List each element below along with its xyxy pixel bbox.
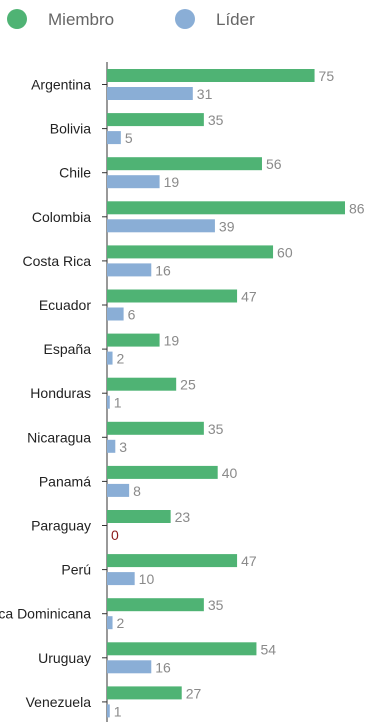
bar-lider-peru (107, 572, 135, 586)
category-label-colombia: Colombia (32, 209, 91, 225)
category-label-paraguay: Paraguay (31, 518, 91, 534)
bar-lider-honduras (107, 395, 110, 409)
category-label-peru: Perú (61, 562, 91, 578)
bar-miembro-nicaragua (107, 421, 204, 435)
bar-lider-argentina (107, 87, 193, 100)
value-label-miembro-colombia: 86 (349, 200, 365, 216)
bar-miembro-venezuela (107, 686, 182, 700)
value-label-lider-bolivia: 5 (125, 130, 133, 146)
bar-miembro-peru (107, 554, 238, 568)
bar-lider-ecuador (107, 307, 124, 321)
bar-miembro-chile (107, 157, 262, 171)
legend-marker-miembro (7, 9, 27, 29)
bar-miembro-costa-rica (107, 245, 274, 259)
value-label-lider-argentina: 31 (197, 86, 213, 102)
bar-miembro-paraguay (107, 510, 171, 523)
category-label-panama: Panamá (39, 473, 91, 489)
bar-lider-republica-dominicana (107, 616, 113, 630)
bar-miembro-colombia (107, 201, 345, 215)
value-label-lider-uruguay: 16 (155, 659, 171, 675)
value-label-lider-ecuador: 6 (128, 307, 136, 323)
value-label-lider-espana: 2 (117, 351, 125, 367)
value-label-lider-colombia: 39 (219, 218, 235, 234)
category-label-honduras: Honduras (30, 385, 91, 401)
bar-miembro-uruguay (107, 642, 257, 656)
legend-marker-lider (175, 9, 195, 29)
value-label-lider-paraguay: 0 (111, 527, 119, 543)
legend-label-miembro: Miembro (48, 10, 114, 29)
bar-lider-nicaragua (107, 439, 116, 453)
value-label-lider-costa-rica: 16 (155, 262, 171, 278)
plot-area: Argentina7531Bolivia355Chile5619Colombia… (0, 68, 365, 719)
category-label-venezuela: Venezuela (26, 694, 92, 710)
bar-miembro-honduras (107, 377, 177, 391)
value-label-miembro-nicaragua: 35 (208, 421, 224, 437)
value-label-miembro-uruguay: 54 (260, 641, 276, 657)
value-label-lider-republica-dominicana: 2 (117, 615, 125, 631)
category-label-bolivia: Bolivia (50, 121, 91, 137)
bar-lider-panama (107, 483, 130, 497)
value-label-lider-chile: 19 (164, 174, 180, 190)
value-label-miembro-espana: 19 (164, 333, 180, 349)
category-label-costa-rica: Costa Rica (23, 253, 92, 269)
bar-lider-costa-rica (107, 263, 152, 277)
value-label-lider-peru: 10 (139, 571, 155, 587)
category-label-uruguay: Uruguay (38, 650, 91, 666)
value-label-lider-nicaragua: 3 (119, 439, 127, 455)
value-label-lider-venezuela: 1 (114, 703, 122, 719)
bar-lider-chile (107, 175, 160, 189)
value-label-miembro-costa-rica: 60 (277, 244, 293, 260)
bar-lider-bolivia (107, 131, 121, 145)
category-label-argentina: Argentina (31, 77, 91, 93)
bar-miembro-republica-dominicana (107, 598, 204, 612)
legend-label-lider: Líder (216, 10, 255, 29)
value-label-miembro-argentina: 75 (319, 68, 335, 84)
bar-miembro-ecuador (107, 289, 238, 303)
value-label-miembro-venezuela: 27 (186, 685, 202, 701)
bar-miembro-argentina (107, 69, 315, 82)
bar-miembro-espana (107, 333, 160, 347)
value-label-lider-honduras: 1 (114, 395, 122, 411)
bar-lider-uruguay (107, 660, 152, 674)
bar-miembro-bolivia (107, 113, 204, 127)
value-label-miembro-chile: 56 (266, 156, 282, 172)
value-label-miembro-peru: 47 (241, 553, 257, 569)
category-label-nicaragua: Nicaragua (27, 429, 91, 445)
value-label-miembro-bolivia: 35 (208, 112, 224, 128)
value-label-miembro-panama: 40 (222, 465, 238, 481)
value-label-miembro-honduras: 25 (180, 377, 196, 393)
value-label-miembro-republica-dominicana: 35 (208, 597, 224, 613)
category-label-republica-dominicana: República Dominicana (0, 606, 91, 622)
value-label-lider-panama: 8 (133, 483, 141, 499)
bar-lider-colombia (107, 219, 215, 233)
value-label-miembro-paraguay: 23 (175, 509, 191, 525)
category-label-espana: España (44, 341, 92, 357)
legend: Miembro Líder (7, 9, 255, 29)
category-label-chile: Chile (59, 165, 91, 181)
bar-miembro-panama (107, 465, 218, 479)
value-label-miembro-ecuador: 47 (241, 289, 257, 305)
bar-lider-espana (107, 351, 113, 365)
bar-lider-venezuela (107, 704, 110, 718)
category-label-ecuador: Ecuador (39, 297, 91, 313)
